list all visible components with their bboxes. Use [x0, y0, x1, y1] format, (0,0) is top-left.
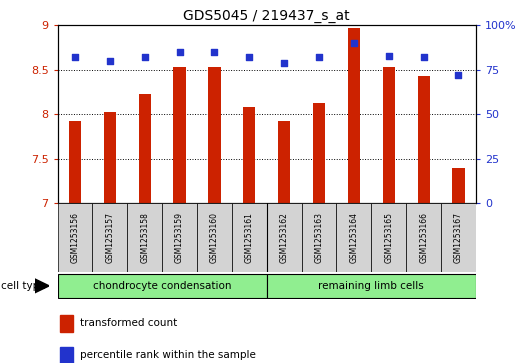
Text: GSM1253159: GSM1253159	[175, 212, 184, 263]
Text: GSM1253160: GSM1253160	[210, 212, 219, 263]
Text: percentile rank within the sample: percentile rank within the sample	[80, 350, 256, 360]
Text: remaining limb cells: remaining limb cells	[319, 281, 424, 291]
Bar	[162, 203, 197, 272]
Title: GDS5045 / 219437_s_at: GDS5045 / 219437_s_at	[184, 9, 350, 23]
Text: chondrocyte condensation: chondrocyte condensation	[93, 281, 231, 291]
Point	[419, 54, 428, 60]
Bar	[406, 203, 441, 272]
Bar	[371, 203, 406, 272]
Bar	[441, 203, 476, 272]
Bar	[174, 67, 186, 203]
Bar	[58, 274, 267, 298]
Point	[106, 58, 114, 64]
Text: GSM1253158: GSM1253158	[140, 212, 149, 263]
Bar	[69, 121, 81, 203]
Text: GSM1253156: GSM1253156	[71, 212, 79, 263]
Text: GSM1253163: GSM1253163	[314, 212, 324, 263]
Bar	[60, 315, 73, 332]
Bar	[452, 168, 464, 203]
Point	[315, 54, 323, 60]
Bar	[336, 203, 371, 272]
Bar	[243, 107, 255, 203]
Bar	[208, 67, 221, 203]
Bar	[267, 203, 302, 272]
Bar	[417, 76, 430, 203]
Point	[141, 54, 149, 60]
Point	[350, 40, 358, 46]
Bar	[313, 103, 325, 203]
Text: GSM1253162: GSM1253162	[280, 212, 289, 263]
Text: GSM1253166: GSM1253166	[419, 212, 428, 263]
Bar	[267, 274, 476, 298]
Bar	[348, 28, 360, 203]
Text: GSM1253157: GSM1253157	[105, 212, 115, 263]
Bar	[58, 203, 93, 272]
Point	[454, 72, 463, 78]
Bar	[302, 203, 336, 272]
Bar	[278, 121, 290, 203]
Bar	[232, 203, 267, 272]
Bar	[197, 203, 232, 272]
Text: GSM1253167: GSM1253167	[454, 212, 463, 263]
Text: GSM1253161: GSM1253161	[245, 212, 254, 263]
Point	[384, 53, 393, 58]
Text: GSM1253164: GSM1253164	[349, 212, 358, 263]
Point	[175, 49, 184, 55]
Bar	[139, 94, 151, 203]
Point	[280, 60, 288, 66]
Point	[245, 54, 254, 60]
Bar	[60, 347, 73, 363]
Text: GSM1253165: GSM1253165	[384, 212, 393, 263]
Point	[210, 49, 219, 55]
Bar	[127, 203, 162, 272]
Text: transformed count: transformed count	[80, 318, 177, 329]
Bar	[93, 203, 127, 272]
Polygon shape	[35, 279, 49, 293]
Bar	[104, 112, 116, 203]
Point	[71, 54, 79, 60]
Bar	[383, 67, 395, 203]
Text: cell type: cell type	[1, 281, 46, 291]
